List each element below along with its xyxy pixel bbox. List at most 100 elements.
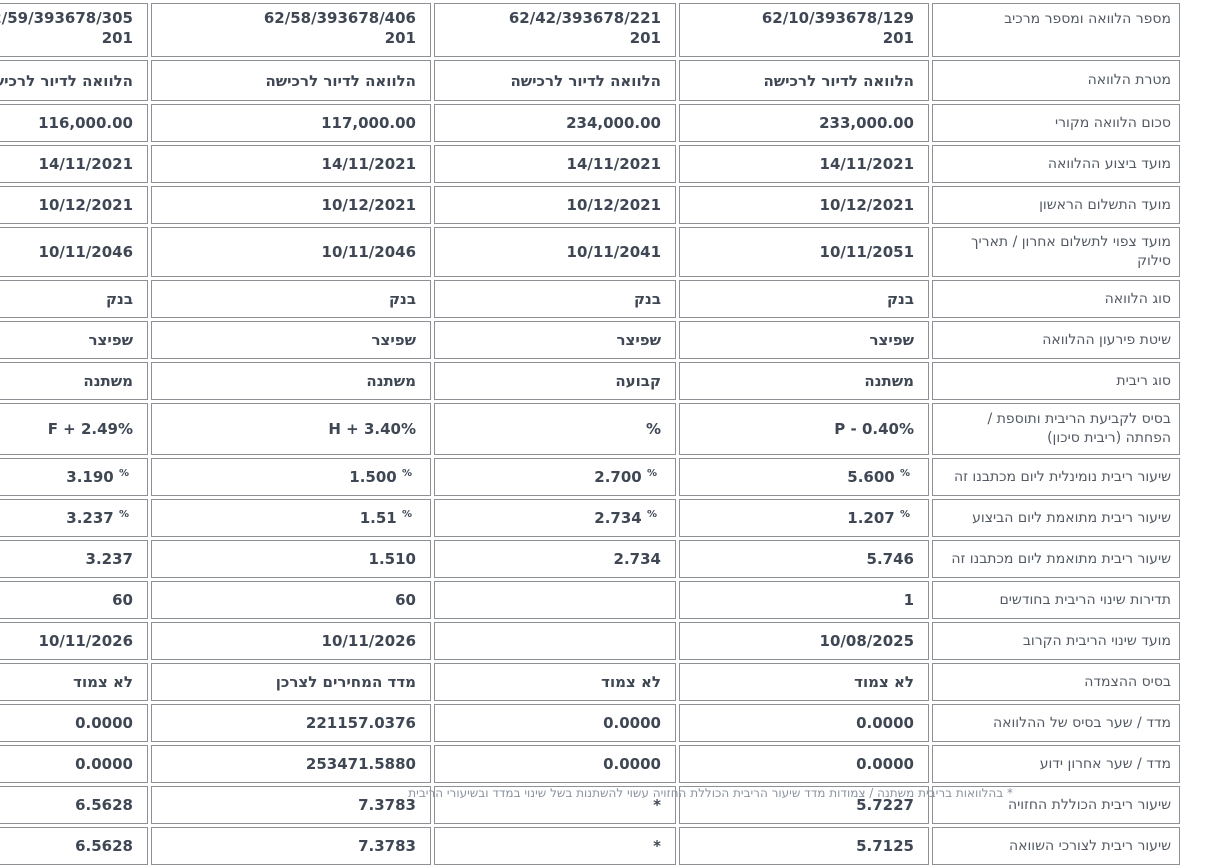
table-row: שיעור ריבית נומינלית ליום מכתבנו זה 5.600… bbox=[0, 458, 1180, 496]
cell-value-text: בנק bbox=[106, 290, 133, 308]
row-label: שיטת פירעון ההלוואה bbox=[932, 321, 1180, 359]
cell-value: 233,000.00 bbox=[679, 104, 929, 142]
cell-value-text: 233,000.00 bbox=[819, 114, 914, 132]
percent-sign: % bbox=[118, 468, 129, 479]
row-label: בסיס ההצמדה bbox=[932, 663, 1180, 701]
cell-value-text: H + 3.40% bbox=[328, 420, 416, 438]
cell-value: 0.0000 bbox=[0, 704, 148, 742]
cell-value-text: 5.7125 bbox=[856, 837, 914, 855]
cell-value: 1 bbox=[679, 581, 929, 619]
cell-value: 10/12/2021 bbox=[151, 186, 431, 224]
percent-sign: % bbox=[646, 468, 657, 479]
cell-value: 1.500 % bbox=[151, 458, 431, 496]
cell-value-text: הלוואה לדיור לרכישה bbox=[265, 71, 416, 90]
cell-value-text: מדד המחירים לצרכן bbox=[275, 673, 416, 691]
cell-value: 10/11/2026 bbox=[0, 622, 148, 660]
cell-value: * bbox=[434, 827, 676, 865]
cell-value-text: 10/11/2041 bbox=[566, 243, 661, 261]
cell-value bbox=[434, 581, 676, 619]
cell-value: P - 0.40% bbox=[679, 403, 929, 455]
loan-column-header: 62/42/393678/221 201 bbox=[434, 3, 676, 57]
cell-value-text: 10/12/2021 bbox=[566, 196, 661, 214]
percent-sign: % bbox=[401, 468, 412, 479]
table-row: שיטת פירעון ההלוואה שפיצר שפיצר שפיצר שפיצר bbox=[0, 321, 1180, 359]
cell-value: בנק bbox=[434, 280, 676, 318]
cell-value-text: שפיצר bbox=[869, 331, 914, 349]
cell-value-text: משתנה bbox=[83, 372, 133, 390]
table-row: מדד / שער בסיס של ההלוואה 0.0000 0.0000 221… bbox=[0, 704, 1180, 742]
row-label: מועד צפוי לתשלום אחרון / תאריך סילוק bbox=[932, 227, 1180, 277]
row-label: תדירות שינוי הריבית בחודשים bbox=[932, 581, 1180, 619]
cell-value-text: 0.0000 bbox=[856, 755, 914, 773]
cell-value-text: 10/12/2021 bbox=[819, 196, 914, 214]
cell-value: 10/11/2046 bbox=[0, 227, 148, 277]
cell-value-text: 3.190 % bbox=[66, 468, 129, 486]
loan-column-header: 62/10/393678/129 201 bbox=[679, 3, 929, 57]
cell-value: הלוואה לדיור לרכישה bbox=[0, 60, 148, 101]
cell-value-text: 14/11/2021 bbox=[321, 155, 416, 173]
cell-value-text: 60 bbox=[112, 591, 133, 609]
table-row: מועד ביצוע ההלוואה 14/11/2021 14/11/2021 14… bbox=[0, 145, 1180, 183]
cell-value-text: שפיצר bbox=[616, 331, 661, 349]
cell-value: 10/08/2025 bbox=[679, 622, 929, 660]
loan-number: 62/10/393678/129 bbox=[761, 9, 914, 27]
cell-value: הלוואה לדיור לרכישה bbox=[151, 60, 431, 101]
cell-value: 2.734 % bbox=[434, 499, 676, 537]
row-label: מדד / שער בסיס של ההלוואה bbox=[932, 704, 1180, 742]
row-label: שיעור ריבית מתואמת ליום הביצוע bbox=[932, 499, 1180, 537]
cell-value: 10/11/2041 bbox=[434, 227, 676, 277]
cell-value-text: 3.237 bbox=[85, 550, 133, 568]
cell-value-text: 221157.0376 bbox=[305, 714, 416, 732]
cell-value-text: 1.51 % bbox=[359, 509, 412, 527]
loan-number: 62/59/393678/305 bbox=[0, 9, 133, 27]
row-label: סוג הלוואה bbox=[932, 280, 1180, 318]
cell-value-text: 6.5628 bbox=[75, 837, 133, 855]
row-label: סכום הלוואה מקורי bbox=[932, 104, 1180, 142]
cell-value-text: הלוואה לדיור לרכישה bbox=[763, 71, 914, 90]
cell-value-text: בנק bbox=[887, 290, 914, 308]
cell-value-text: 0.0000 bbox=[603, 755, 661, 773]
table-row: סוג הלוואה בנק בנק בנק בנק bbox=[0, 280, 1180, 318]
cell-value: 2.734 bbox=[434, 540, 676, 578]
table-row: סכום הלוואה מקורי 233,000.00 234,000.00 117… bbox=[0, 104, 1180, 142]
cell-value-text: 116,000.00 bbox=[38, 114, 133, 132]
cell-value: 0.0000 bbox=[679, 704, 929, 742]
cell-value: 10/11/2051 bbox=[679, 227, 929, 277]
cell-value-text: 60 bbox=[395, 591, 416, 609]
cell-value: 6.5628 bbox=[0, 827, 148, 865]
cell-value-text: 1.500 % bbox=[349, 468, 412, 486]
cell-value: F + 2.49% bbox=[0, 403, 148, 455]
table-row: מועד צפוי לתשלום אחרון / תאריך סילוק 10/1… bbox=[0, 227, 1180, 277]
cell-value-text: 1.510 bbox=[368, 550, 416, 568]
cell-value-text: שפיצר bbox=[88, 331, 133, 349]
table-row: שיעור ריבית מתואמת ליום הביצוע 1.207 % 2.7… bbox=[0, 499, 1180, 537]
cell-value: 14/11/2021 bbox=[151, 145, 431, 183]
percent-sign: % bbox=[899, 509, 910, 520]
cell-value: 0.0000 bbox=[0, 745, 148, 783]
row-label: בסיס לקביעת הריבית ותוספת / הפחתה (ריבית… bbox=[932, 403, 1180, 455]
cell-value-text: בנק bbox=[389, 290, 416, 308]
cell-value: 117,000.00 bbox=[151, 104, 431, 142]
cell-value-text: 0.0000 bbox=[603, 714, 661, 732]
cell-value-text: קבועה bbox=[615, 372, 661, 390]
table-row: תדירות שינוי הריבית בחודשים 1 60 60 bbox=[0, 581, 1180, 619]
cell-value-text: 10/11/2046 bbox=[38, 243, 133, 261]
table-row: מועד שינוי הריבית הקרוב 10/08/2025 10/11/2… bbox=[0, 622, 1180, 660]
cell-value-text: * bbox=[653, 837, 661, 855]
row-label: שיעור ריבית לצורכי השוואה bbox=[932, 827, 1180, 865]
cell-value-text: לא צמוד bbox=[73, 673, 133, 691]
row-label: שיעור ריבית נומינלית ליום מכתבנו זה bbox=[932, 458, 1180, 496]
cell-value: משתנה bbox=[0, 362, 148, 400]
cell-value: 5.7125 bbox=[679, 827, 929, 865]
cell-value-text: 10/11/2051 bbox=[819, 243, 914, 261]
cell-value-text: 10/11/2026 bbox=[38, 632, 133, 650]
loan-number: 62/42/393678/221 bbox=[508, 9, 661, 27]
cell-value: 0.0000 bbox=[434, 745, 676, 783]
cell-value-text: 3.237 % bbox=[66, 509, 129, 527]
cell-value: בנק bbox=[151, 280, 431, 318]
cell-value: 116,000.00 bbox=[0, 104, 148, 142]
cell-value-text: 234,000.00 bbox=[566, 114, 661, 132]
cell-value: 14/11/2021 bbox=[434, 145, 676, 183]
cell-value-text: 6.5628 bbox=[75, 796, 133, 814]
cell-value: 60 bbox=[151, 581, 431, 619]
